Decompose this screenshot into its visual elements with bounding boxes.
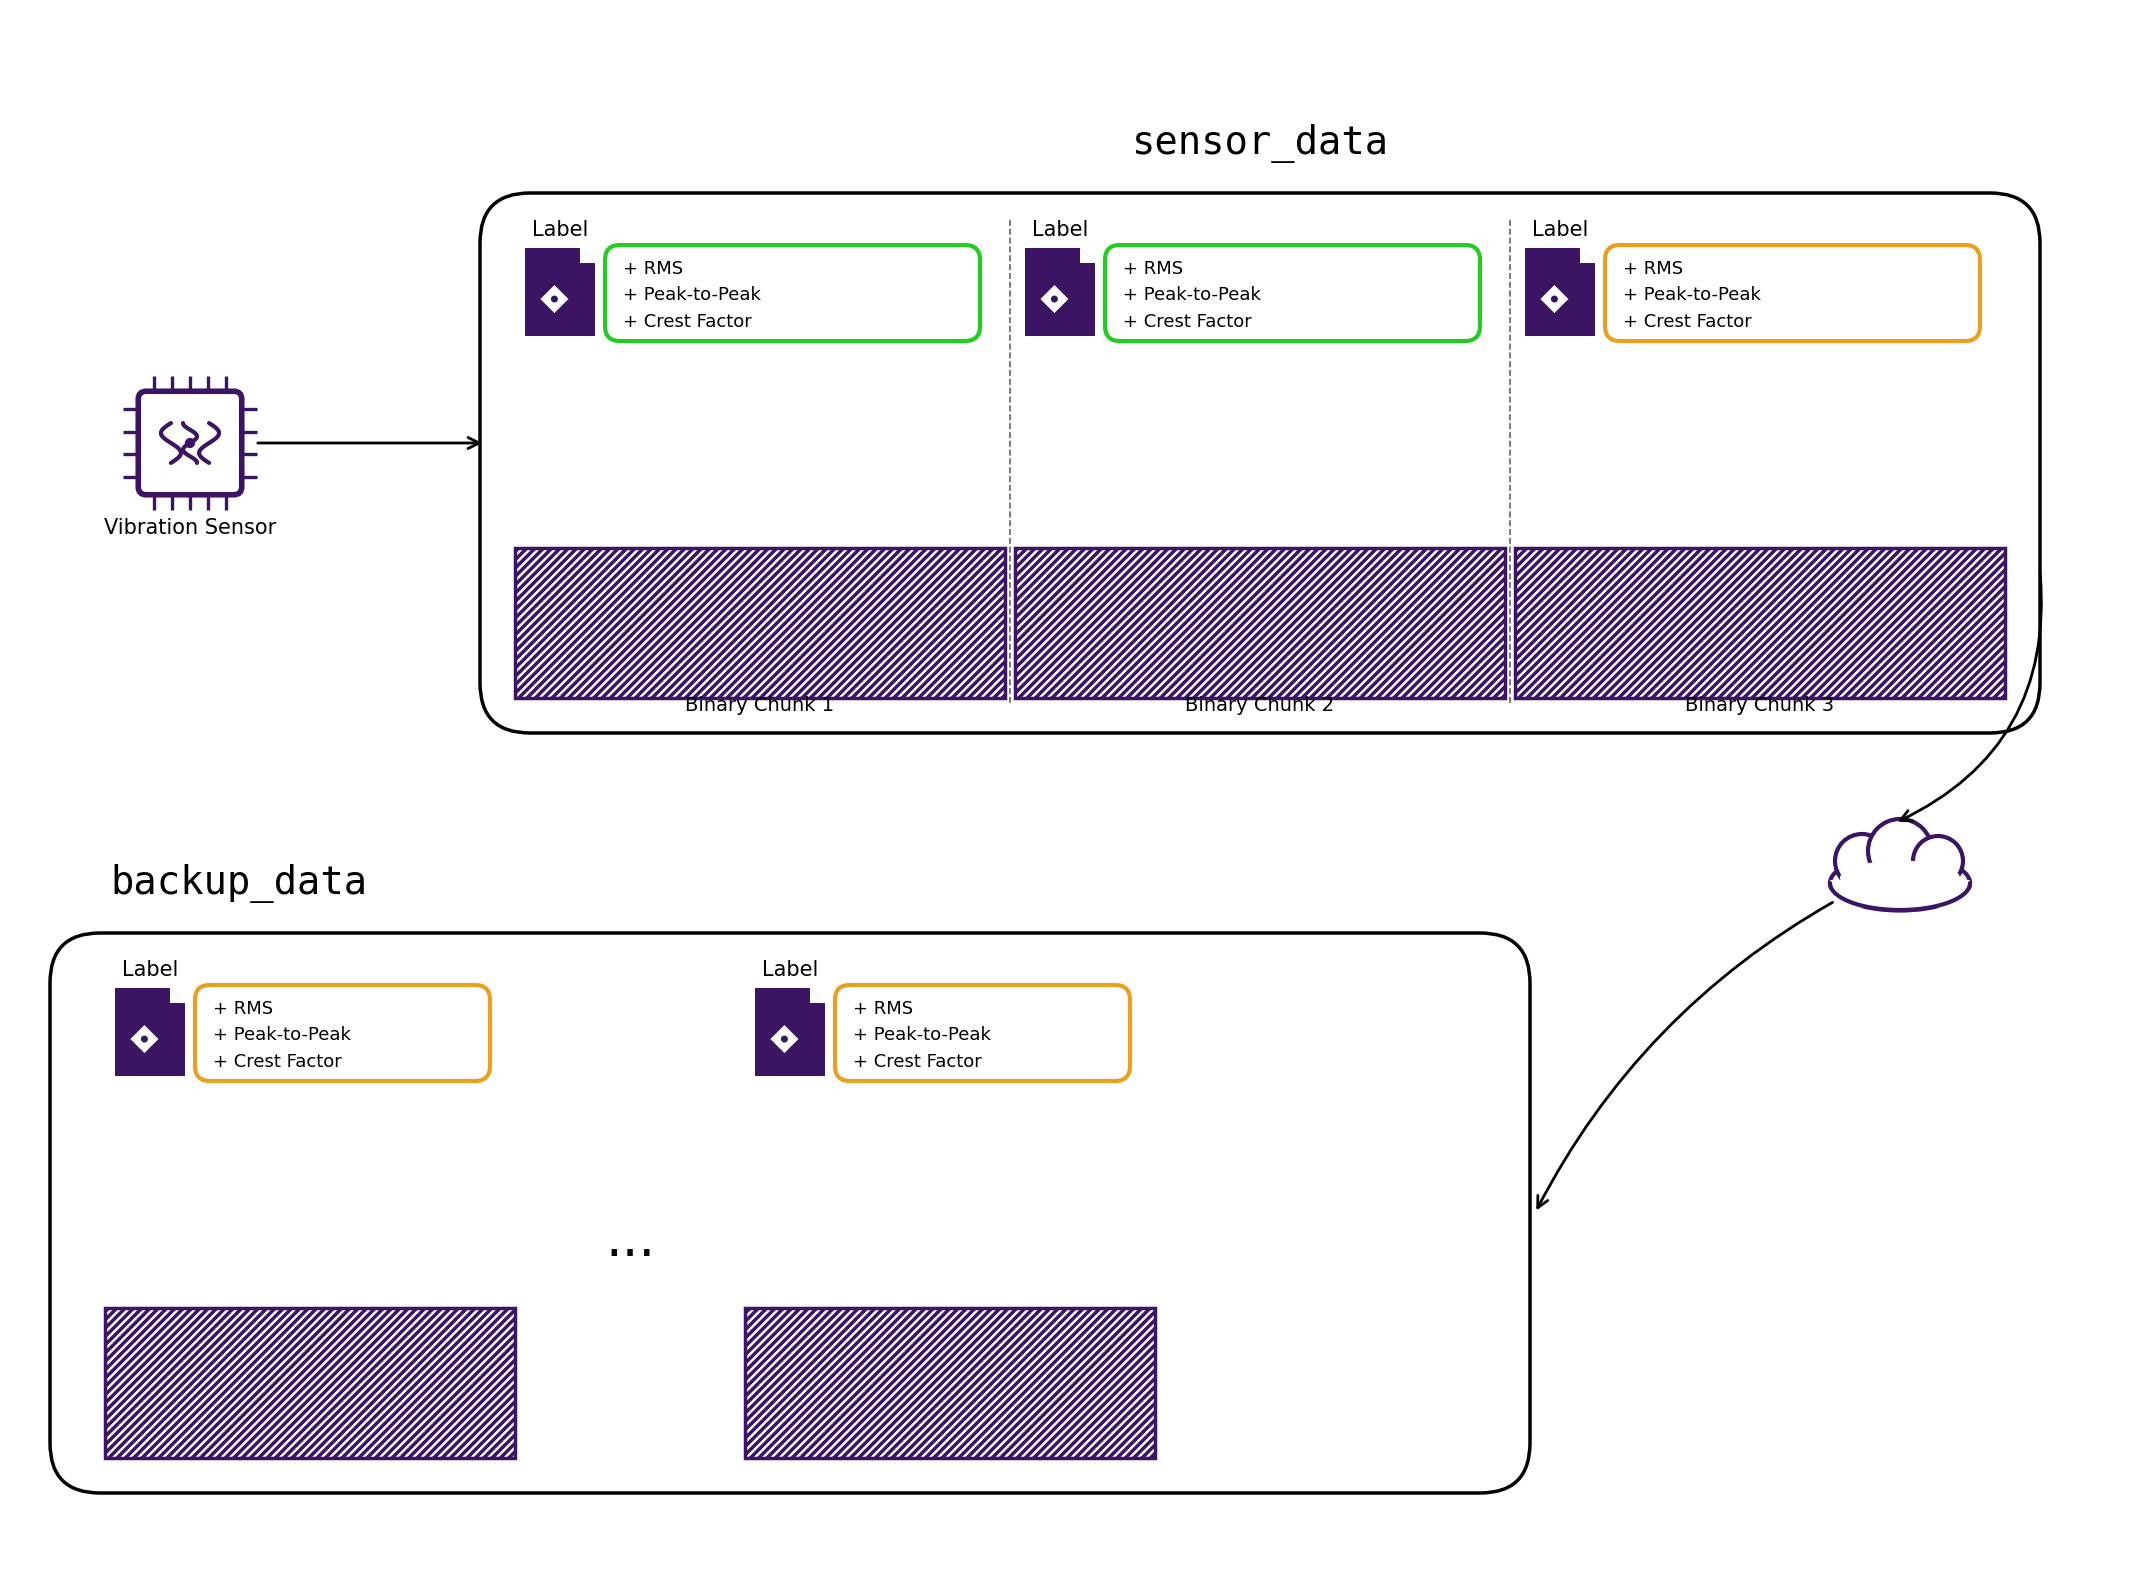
- Text: + RMS
+ Peak-to-Peak
+ Crest Factor: + RMS + Peak-to-Peak + Crest Factor: [624, 260, 760, 331]
- Polygon shape: [525, 249, 596, 336]
- Polygon shape: [130, 1024, 158, 1053]
- Text: sensor_data: sensor_data: [1132, 124, 1388, 162]
- Bar: [105, 1308, 515, 1458]
- Text: ...: ...: [604, 1215, 656, 1266]
- Text: Binary Chunk 3: Binary Chunk 3: [1685, 696, 1835, 715]
- Bar: [745, 1308, 1156, 1458]
- Polygon shape: [1079, 249, 1096, 263]
- Text: + RMS
+ Peak-to-Peak
+ Crest Factor: + RMS + Peak-to-Peak + Crest Factor: [852, 1000, 991, 1070]
- Text: backup_data: backup_data: [109, 863, 367, 903]
- Text: + RMS
+ Peak-to-Peak
+ Crest Factor: + RMS + Peak-to-Peak + Crest Factor: [1124, 260, 1260, 331]
- FancyBboxPatch shape: [194, 984, 489, 1082]
- Polygon shape: [169, 988, 186, 1004]
- Circle shape: [1551, 296, 1557, 303]
- Text: Binary Chunk 1: Binary Chunk 1: [686, 696, 835, 715]
- Polygon shape: [1525, 249, 1596, 336]
- Text: Label: Label: [1532, 220, 1589, 241]
- Ellipse shape: [1839, 860, 1961, 895]
- Text: Label: Label: [122, 961, 177, 980]
- Bar: [1831, 879, 1969, 908]
- FancyBboxPatch shape: [604, 245, 980, 341]
- Circle shape: [1051, 296, 1057, 303]
- Polygon shape: [1025, 249, 1096, 336]
- FancyBboxPatch shape: [49, 933, 1529, 1493]
- Polygon shape: [771, 1024, 799, 1053]
- FancyBboxPatch shape: [1104, 245, 1480, 341]
- Text: + RMS
+ Peak-to-Peak
+ Crest Factor: + RMS + Peak-to-Peak + Crest Factor: [214, 1000, 350, 1070]
- Text: Binary Chunk 2: Binary Chunk 2: [1185, 696, 1335, 715]
- Polygon shape: [579, 249, 596, 263]
- Polygon shape: [1540, 285, 1568, 314]
- Text: Label: Label: [532, 220, 587, 241]
- Text: Label: Label: [763, 961, 818, 980]
- Circle shape: [141, 1035, 147, 1042]
- Text: + RMS
+ Peak-to-Peak
+ Crest Factor: + RMS + Peak-to-Peak + Crest Factor: [1623, 260, 1760, 331]
- Circle shape: [782, 1035, 788, 1042]
- Circle shape: [551, 296, 557, 303]
- Polygon shape: [754, 988, 824, 1075]
- Bar: [1015, 548, 1506, 698]
- Circle shape: [186, 438, 194, 448]
- Circle shape: [1914, 836, 1963, 886]
- Polygon shape: [1581, 249, 1596, 263]
- Bar: [515, 548, 1006, 698]
- Ellipse shape: [1831, 855, 1969, 911]
- FancyBboxPatch shape: [835, 984, 1130, 1082]
- Bar: [515, 548, 1006, 698]
- Bar: [1514, 548, 2006, 698]
- Circle shape: [1835, 835, 1888, 887]
- Polygon shape: [540, 285, 568, 314]
- Bar: [745, 1308, 1156, 1458]
- FancyBboxPatch shape: [1604, 245, 1980, 341]
- Circle shape: [1869, 819, 1931, 883]
- Polygon shape: [115, 988, 186, 1075]
- FancyBboxPatch shape: [481, 193, 2040, 733]
- Bar: [1514, 548, 2006, 698]
- Text: Label: Label: [1032, 220, 1087, 241]
- FancyBboxPatch shape: [139, 392, 241, 495]
- Polygon shape: [1040, 285, 1068, 314]
- Bar: [105, 1308, 515, 1458]
- Text: Vibration Sensor: Vibration Sensor: [105, 518, 276, 538]
- Bar: [1015, 548, 1506, 698]
- Polygon shape: [810, 988, 824, 1004]
